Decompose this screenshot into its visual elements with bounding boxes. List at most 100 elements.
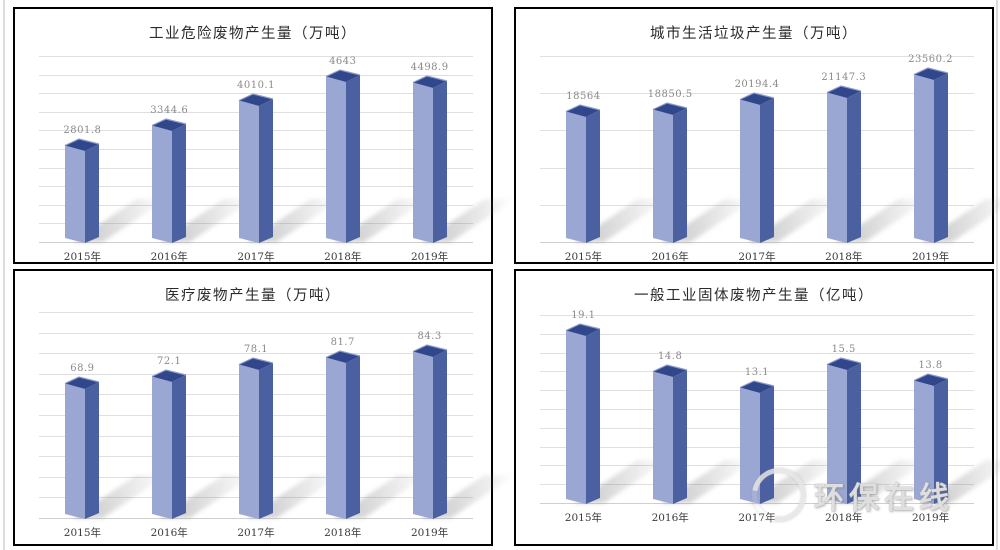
data-label: 19.1 <box>571 310 596 321</box>
bar-front-face <box>826 92 847 243</box>
category-label: 2016年 <box>150 527 188 539</box>
bar-front-face <box>913 380 934 504</box>
gridline <box>39 518 473 519</box>
bar-2019年 <box>412 344 515 519</box>
bar-2018年 <box>826 85 929 243</box>
page-edge-left <box>3 0 5 550</box>
bar-2018年 <box>826 357 929 504</box>
data-label: 4498.9 <box>410 62 449 73</box>
bar-side-face <box>259 99 273 243</box>
category-label: 2016年 <box>651 512 689 524</box>
bar-top-edge-highlight <box>826 85 861 94</box>
data-label: 13.8 <box>918 360 943 371</box>
bar-top-edge-highlight <box>652 364 688 373</box>
bar-front-face <box>740 387 760 504</box>
category-label: 2019年 <box>410 251 449 263</box>
category-label: 2017年 <box>738 251 776 263</box>
bar-front-face <box>65 145 86 243</box>
bar-top-edge-highlight <box>739 380 775 389</box>
chart-panel-industrial-hazardous-waste: 工业危险废物产生量（万吨） 2801.8 2015年 3344.6 2016年 4010… <box>13 7 515 264</box>
gridline <box>39 353 473 355</box>
bar-top-edge-highlight <box>238 93 274 102</box>
category-label: 2017年 <box>237 251 275 263</box>
category-label: 2016年 <box>150 251 188 263</box>
data-label: 4643 <box>329 56 357 67</box>
data-label: 78.1 <box>243 344 269 355</box>
chart-title-medical-waste: 医疗废物产生量（万吨） <box>165 288 341 304</box>
bar-top-edge-highlight <box>566 104 601 113</box>
bar-2015年 <box>566 104 669 243</box>
bar-top-edge-highlight <box>325 69 360 78</box>
category-label: 2016年 <box>651 251 689 263</box>
data-label: 21147.3 <box>821 72 867 83</box>
chart-plot-4: 19.1 2015年 14.8 2016年 13.1 2017年 15.5 2018年 13.8… <box>540 310 1000 524</box>
chart-panel-general-industrial-solid-waste: 一般工业固体废物产生量（亿吨） 19.1 2015年 14.8 2016年 13.1 20… <box>514 269 1000 546</box>
bar-2015年 <box>566 323 669 504</box>
bar-side-face <box>760 98 774 243</box>
gridline <box>540 315 974 316</box>
chart-plot-2: 18564 2015年 18850.5 2016年 20194.4 2017年 21147.… <box>540 54 1000 263</box>
page-edge-right <box>996 0 998 550</box>
bar-top-edge-highlight <box>739 92 775 101</box>
data-label: 2801.8 <box>63 125 102 136</box>
bar-front-face <box>325 76 346 243</box>
bar-front-face <box>412 351 433 519</box>
bar-2016年 <box>151 369 255 519</box>
category-label: 2018年 <box>825 512 863 524</box>
bar-front-face <box>653 109 674 243</box>
data-label: 72.1 <box>157 356 182 367</box>
bar-top-edge-highlight <box>238 357 274 366</box>
bar-side-face <box>85 382 100 519</box>
bar-side-face <box>172 124 187 243</box>
bar-front-face <box>325 357 346 519</box>
chart-plot-3: 68.9 2015年 72.1 2016年 78.1 2017年 81.7 2018年 84.3… <box>39 312 515 539</box>
gridline <box>39 74 473 76</box>
bar-side-face <box>673 370 688 504</box>
category-label: 2017年 <box>738 512 776 524</box>
bar-top-edge-highlight <box>826 357 861 366</box>
gridline <box>540 352 974 354</box>
bar-front-face <box>239 100 259 243</box>
gridline <box>39 93 473 95</box>
category-label: 2015年 <box>63 527 102 539</box>
data-label: 3344.6 <box>150 105 189 116</box>
bar-top-edge-highlight <box>65 376 100 385</box>
bar-side-face <box>586 110 601 243</box>
bar-2018年 <box>325 350 428 519</box>
bar-front-face <box>826 364 847 504</box>
data-label: 23560.2 <box>908 54 954 65</box>
chart-title-urban-household-garbage: 城市生活垃圾产生量（万吨） <box>650 26 858 42</box>
gridline <box>39 332 473 334</box>
bar-side-face <box>172 375 187 519</box>
bar-top-edge-highlight <box>566 323 601 332</box>
bar-top-edge-highlight <box>412 75 447 84</box>
bar-2017年 <box>238 93 341 243</box>
bar-2017年 <box>739 92 842 243</box>
gridline <box>540 371 974 373</box>
gridline <box>39 242 473 243</box>
bar-side-face <box>345 356 360 519</box>
bar-2017年 <box>739 380 842 504</box>
bar-front-face <box>653 371 674 504</box>
gridline <box>540 503 974 504</box>
category-label: 2017年 <box>237 527 275 539</box>
category-label: 2015年 <box>564 251 603 263</box>
bar-side-face <box>586 329 601 504</box>
gridline <box>540 333 974 335</box>
bar-side-face <box>432 81 447 243</box>
category-label: 2018年 <box>324 527 362 539</box>
data-label: 18850.5 <box>647 89 693 100</box>
bar-2019年 <box>913 373 1000 504</box>
chart-title-industrial-hazardous-waste: 工业危险废物产生量（万吨） <box>149 26 357 42</box>
bar-side-face <box>85 144 100 243</box>
bar-2016年 <box>151 118 255 243</box>
chart-title-general-industrial-solid-waste: 一般工业固体废物产生量（亿吨） <box>634 288 874 304</box>
bar-2018年 <box>325 69 428 243</box>
bar-front-face <box>740 99 760 243</box>
bar-front-face <box>566 330 587 504</box>
bar-front-face <box>152 376 173 519</box>
data-label: 18564 <box>566 91 601 102</box>
bar-top-edge-highlight <box>652 102 688 111</box>
bar-front-face <box>566 111 587 243</box>
category-label: 2019年 <box>410 527 449 539</box>
